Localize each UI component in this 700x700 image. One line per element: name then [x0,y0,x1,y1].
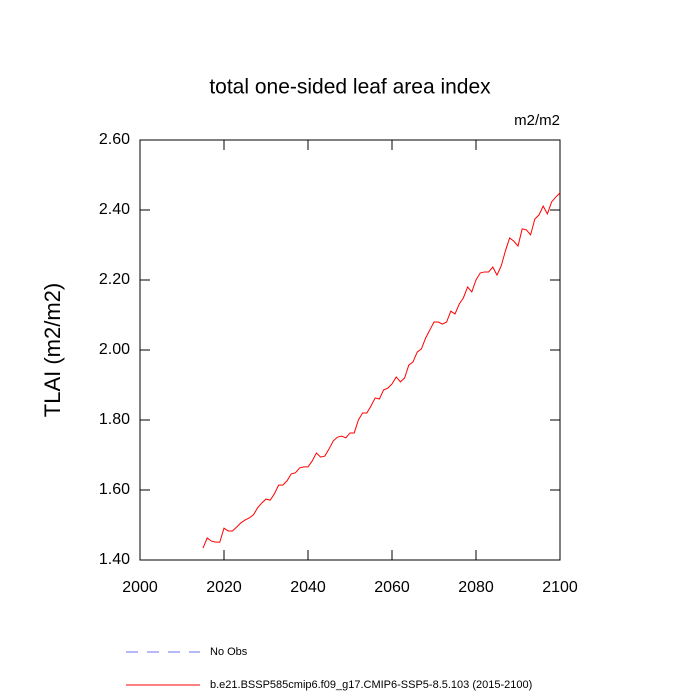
y-tick-label: 2.00 [99,341,130,358]
y-tick-label: 1.80 [99,411,130,428]
x-tick-label: 2040 [290,579,326,596]
data-line [202,192,561,549]
units-label: m2/m2 [514,112,560,129]
x-tick-label: 2100 [542,579,578,596]
y-tick-label: 2.60 [99,131,130,148]
x-tick-label: 2080 [458,579,494,596]
y-tick-label: 2.20 [99,271,130,288]
x-tick-label: 2000 [122,579,158,596]
y-tick-label: 2.40 [99,201,130,218]
chart-title: total one-sided leaf area index [209,76,491,99]
y-tick-label: 1.40 [99,551,130,568]
legend-label: No Obs [210,646,248,658]
plot-frame [139,139,561,561]
y-tick-label: 1.60 [99,481,130,498]
x-tick-label: 2060 [374,579,410,596]
x-tick-label: 2020 [206,579,242,596]
legend-label: b.e21.BSSP585cmip6.f09_g17.CMIP6-SSP5-8.… [210,679,532,691]
y-axis-label: TLAI (m2/m2) [40,283,65,417]
